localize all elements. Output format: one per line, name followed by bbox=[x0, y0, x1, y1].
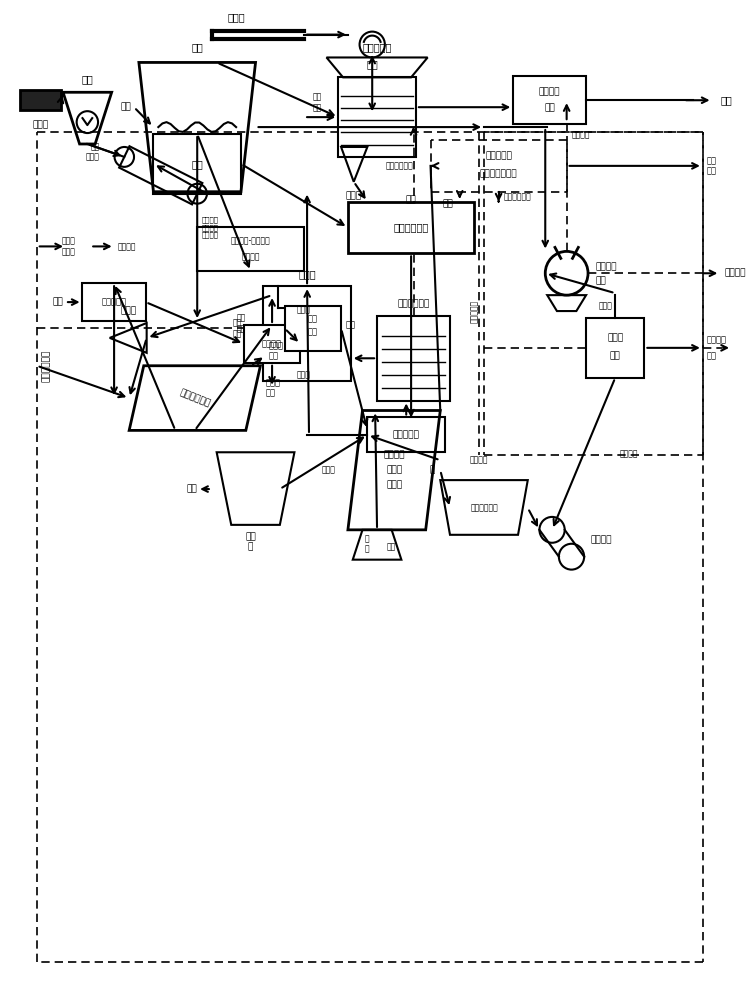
Text: 排烟管: 排烟管 bbox=[227, 13, 245, 23]
Text: 破碎机: 破碎机 bbox=[120, 307, 136, 316]
Text: 筛上物: 筛上物 bbox=[296, 306, 310, 315]
Text: 分: 分 bbox=[248, 542, 254, 551]
Bar bbox=[263, 286, 351, 381]
Text: 单元: 单元 bbox=[610, 351, 621, 360]
Text: 一级: 一级 bbox=[308, 327, 318, 336]
Text: 布袋过滤器: 布袋过滤器 bbox=[362, 43, 392, 53]
Text: 装置: 装置 bbox=[387, 542, 396, 551]
Text: 高温烟道气: 高温烟道气 bbox=[470, 299, 479, 323]
Bar bbox=[82, 283, 146, 321]
Bar bbox=[154, 134, 241, 194]
Text: 水封排渣装置: 水封排渣装置 bbox=[470, 503, 498, 512]
Text: 添加剂: 添加剂 bbox=[346, 192, 362, 201]
Bar bbox=[513, 76, 586, 124]
Text: 上
料: 上 料 bbox=[365, 534, 370, 553]
Text: 分选: 分选 bbox=[346, 320, 356, 329]
Bar bbox=[377, 316, 450, 401]
Text: 反应器: 反应器 bbox=[386, 481, 402, 490]
Text: 料坑: 料坑 bbox=[191, 159, 203, 169]
Bar bbox=[368, 417, 446, 452]
Text: 锅炉: 锅炉 bbox=[191, 43, 203, 53]
Bar bbox=[348, 202, 474, 253]
Text: 筛下物: 筛下物 bbox=[296, 370, 310, 379]
Bar bbox=[244, 325, 300, 363]
Text: 洁净
烟气: 洁净 烟气 bbox=[312, 93, 322, 112]
Text: 冷凝回用: 冷凝回用 bbox=[724, 269, 746, 278]
Text: 回收利用: 回收利用 bbox=[118, 242, 136, 251]
Text: 回收物资-大块砖石: 回收物资-大块砖石 bbox=[231, 236, 271, 245]
Text: 回收
利用: 回收 利用 bbox=[706, 156, 717, 176]
Text: 垃圾斗: 垃圾斗 bbox=[33, 120, 49, 129]
Text: 烟道
通气: 烟道 通气 bbox=[232, 319, 242, 338]
Text: 磁力除铁: 磁力除铁 bbox=[591, 535, 613, 544]
Bar bbox=[20, 90, 61, 110]
Bar bbox=[197, 227, 304, 271]
Text: 渣: 渣 bbox=[430, 466, 435, 475]
Text: 碳回收: 碳回收 bbox=[608, 333, 623, 342]
Text: 高温高压蒸汽: 高温高压蒸汽 bbox=[386, 161, 413, 170]
Text: 冷凝水处理系统: 冷凝水处理系统 bbox=[480, 169, 518, 178]
Text: 粉尘打包: 粉尘打包 bbox=[539, 88, 560, 97]
Text: 机组: 机组 bbox=[596, 277, 607, 286]
Text: 燃气预处理: 燃气预处理 bbox=[393, 430, 420, 439]
Text: 滤液: 滤液 bbox=[442, 199, 454, 208]
Text: 人工粗分选: 人工粗分选 bbox=[101, 298, 127, 307]
Text: 破袋筛分滚筒: 破袋筛分滚筒 bbox=[178, 388, 212, 408]
Text: 燃气: 燃气 bbox=[187, 485, 197, 494]
Text: 蒸气: 蒸气 bbox=[120, 103, 131, 112]
Text: 气碳: 气碳 bbox=[245, 532, 256, 541]
Text: 碳回收: 碳回收 bbox=[598, 302, 613, 311]
Text: 料斗: 料斗 bbox=[82, 74, 93, 84]
Text: 分解燃气: 分解燃气 bbox=[620, 449, 638, 458]
Text: 板式
给料机: 板式 给料机 bbox=[86, 142, 100, 162]
Text: 风机: 风机 bbox=[366, 59, 378, 69]
Text: 回收利用: 回收利用 bbox=[572, 131, 590, 140]
Text: 均质改性装置: 均质改性装置 bbox=[394, 223, 429, 233]
Text: 惰性物质: 惰性物质 bbox=[706, 335, 727, 344]
Text: 回收物资
大块砖石
玻璃磁带: 回收物资 大块砖石 玻璃磁带 bbox=[202, 217, 219, 238]
Text: 微通气化: 微通气化 bbox=[383, 451, 405, 460]
Text: 未破袋
物料: 未破袋 物料 bbox=[268, 341, 284, 361]
Text: 玻璃磁带: 玻璃磁带 bbox=[242, 252, 260, 261]
Text: 输送: 输送 bbox=[544, 104, 555, 113]
Text: 电能: 电能 bbox=[720, 95, 732, 105]
Text: 破袋破碎物料: 破袋破碎物料 bbox=[42, 350, 51, 382]
Bar bbox=[285, 306, 341, 351]
Bar bbox=[338, 77, 416, 157]
Text: 二级: 二级 bbox=[308, 314, 318, 323]
Text: 烟道
通气: 烟道 通气 bbox=[236, 314, 246, 333]
Text: 燃烧室: 燃烧室 bbox=[298, 269, 316, 279]
Text: 弹簧筛分: 弹簧筛分 bbox=[262, 339, 282, 348]
Text: 至碳回
收单元: 至碳回 收单元 bbox=[62, 237, 76, 256]
Text: 汽轮发电: 汽轮发电 bbox=[596, 263, 617, 272]
Bar bbox=[586, 318, 644, 378]
Text: 高温高压蒸汽: 高温高压蒸汽 bbox=[503, 192, 531, 201]
Text: 回转式: 回转式 bbox=[386, 466, 402, 475]
Text: 破碎袋
物料: 破碎袋 物料 bbox=[266, 378, 280, 398]
Text: 分解气: 分解气 bbox=[322, 466, 335, 475]
Text: 分解燃气: 分解燃气 bbox=[470, 456, 488, 465]
Text: 燃气发电机组: 燃气发电机组 bbox=[398, 300, 430, 309]
Text: 空气: 空气 bbox=[53, 298, 63, 307]
Text: 滤液: 滤液 bbox=[406, 195, 416, 204]
Text: 蒸汽冷凝和: 蒸汽冷凝和 bbox=[485, 151, 512, 160]
Text: 回收: 回收 bbox=[706, 351, 717, 360]
